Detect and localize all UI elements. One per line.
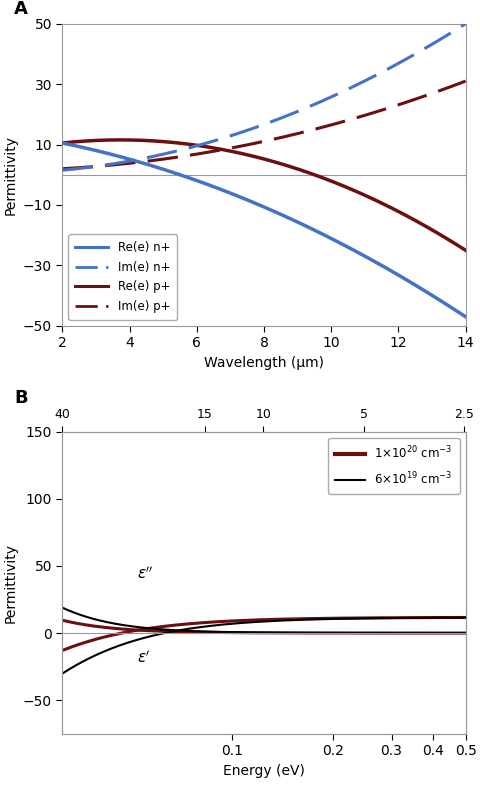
X-axis label: Energy (eV): Energy (eV) — [223, 764, 305, 778]
Text: $\varepsilon'$: $\varepsilon'$ — [137, 649, 151, 666]
Text: $\varepsilon''$: $\varepsilon''$ — [137, 566, 154, 582]
Text: B: B — [14, 390, 28, 407]
Text: A: A — [14, 0, 28, 17]
Y-axis label: Permittivity: Permittivity — [3, 543, 17, 623]
X-axis label: Wavelength (μm): Wavelength (μm) — [204, 356, 324, 370]
Y-axis label: Permittivity: Permittivity — [3, 135, 17, 215]
Legend: 1$\times$10$^{20}$ cm$^{-3}$, 6$\times$10$^{19}$ cm$^{-3}$: 1$\times$10$^{20}$ cm$^{-3}$, 6$\times$1… — [328, 438, 460, 495]
Legend: Re(e) n+, Im(e) n+, Re(e) p+, Im(e) p+: Re(e) n+, Im(e) n+, Re(e) p+, Im(e) p+ — [68, 234, 178, 320]
